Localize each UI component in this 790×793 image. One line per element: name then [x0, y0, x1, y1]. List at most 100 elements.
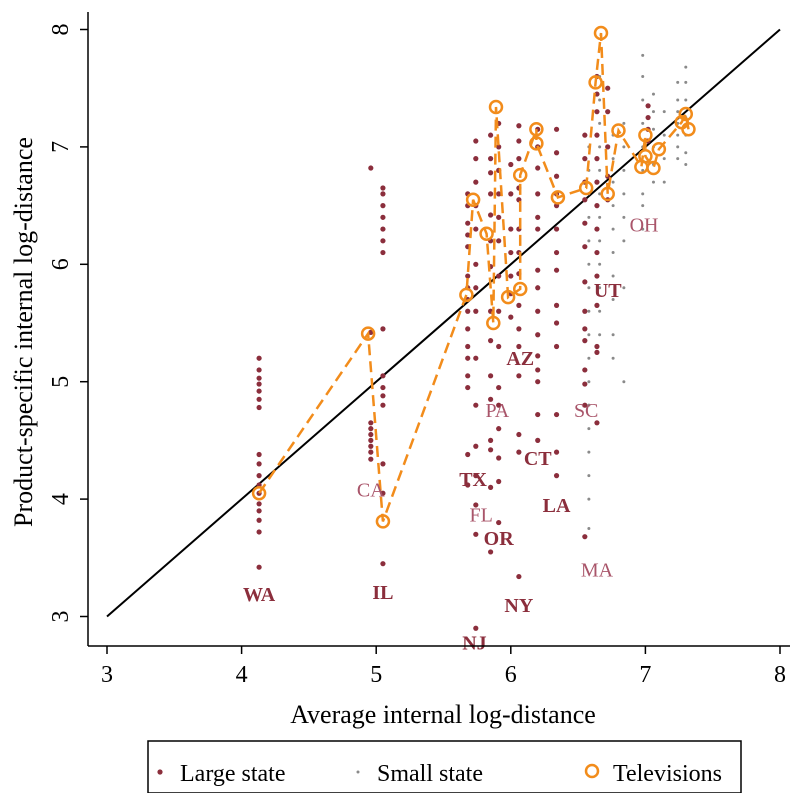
large-state-point: [380, 238, 386, 244]
state-label-tx: TX: [459, 469, 487, 491]
televisions-point: [500, 289, 516, 305]
televisions-point: [360, 326, 376, 341]
plot-background: [88, 12, 790, 646]
legend-small-state-marker: [356, 770, 360, 774]
large-state-point: [582, 156, 588, 162]
large-state-point: [368, 443, 374, 449]
large-state-point: [535, 332, 541, 338]
large-state-point: [516, 123, 522, 129]
large-state-point: [516, 343, 522, 350]
state-label-or: OR: [484, 528, 515, 550]
large-state-point: [256, 564, 262, 570]
large-state-point: [256, 508, 262, 514]
small-state-point: [684, 80, 688, 84]
y-tick-label: 3: [48, 611, 74, 623]
large-state-point: [516, 156, 522, 162]
large-state-point: [256, 529, 262, 535]
small-state-point: [641, 121, 645, 125]
small-state-point: [587, 427, 591, 431]
small-state-point: [651, 127, 655, 131]
small-state-point: [587, 497, 591, 501]
large-state-point: [473, 138, 479, 144]
large-state-point: [368, 329, 374, 335]
small-state-point: [611, 204, 615, 208]
large-state-point: [380, 185, 386, 191]
small-state-point: [622, 239, 626, 243]
small-state-point: [611, 227, 615, 231]
televisions-point: [638, 149, 653, 164]
large-state-point: [368, 449, 374, 455]
large-state-point: [553, 411, 560, 418]
small-state-point: [598, 215, 602, 219]
small-state-point: [598, 121, 602, 125]
large-state-point: [582, 534, 588, 540]
large-state-point: [465, 326, 471, 332]
large-state-point: [380, 393, 386, 399]
state-label-ma: MA: [581, 560, 614, 582]
large-state-point: [256, 388, 262, 394]
small-state-point: [622, 192, 626, 196]
large-state-point: [465, 482, 471, 488]
large-state-point: [508, 314, 514, 320]
large-state-point: [368, 456, 374, 462]
large-state-point: [380, 490, 386, 496]
large-state-point: [256, 355, 262, 361]
large-state-point: [465, 273, 471, 279]
large-state-point: [368, 437, 374, 443]
televisions-point: [512, 167, 528, 183]
small-state-point: [641, 168, 645, 172]
large-state-point: [488, 132, 494, 138]
large-state-point: [496, 402, 502, 408]
large-state-point: [553, 343, 560, 350]
state-label-az: AZ: [506, 348, 534, 370]
large-state-point: [535, 367, 541, 373]
large-state-point: [535, 191, 541, 197]
televisions-point: [681, 122, 696, 137]
small-state-point: [622, 121, 626, 125]
large-state-point: [256, 404, 262, 411]
large-state-point: [380, 203, 386, 209]
large-state-point: [488, 373, 494, 379]
large-state-point: [582, 308, 588, 314]
small-state-point: [611, 356, 615, 360]
small-state-point: [622, 286, 626, 290]
large-state-point: [380, 373, 386, 379]
small-state-point: [641, 98, 645, 102]
large-state-point: [488, 191, 494, 197]
small-state-point: [587, 333, 591, 337]
large-state-point: [380, 461, 386, 467]
large-state-point: [535, 353, 541, 359]
large-state-point: [645, 103, 651, 109]
large-state-point: [516, 573, 522, 580]
small-state-point: [587, 239, 591, 243]
large-state-point: [488, 396, 494, 402]
small-state-point: [611, 157, 615, 161]
large-state-point: [553, 173, 560, 179]
small-state-point: [676, 133, 680, 137]
televisions-point: [588, 75, 603, 90]
small-state-point: [641, 227, 645, 231]
televisions-point: [578, 180, 594, 196]
state-label-sc: SC: [574, 400, 598, 422]
televisions-point: [651, 141, 667, 157]
large-state-point: [473, 625, 479, 631]
x-tick-label: 4: [236, 662, 248, 688]
large-state-point: [368, 165, 374, 171]
small-state-point: [587, 262, 591, 266]
x-tick-label: 3: [101, 662, 113, 688]
large-state-point: [473, 308, 479, 314]
small-state-point: [622, 145, 626, 149]
x-tick-label: 5: [370, 662, 382, 688]
small-state-point: [676, 110, 680, 114]
large-state-point: [256, 367, 262, 373]
small-state-point: [622, 215, 626, 219]
large-state-point: [256, 473, 262, 479]
large-state-point: [594, 109, 600, 115]
large-state-point: [465, 220, 471, 226]
televisions-point: [611, 123, 626, 138]
large-state-point: [645, 114, 651, 121]
large-state-point: [380, 402, 386, 408]
televisions-point: [600, 186, 615, 202]
large-state-point: [516, 302, 522, 308]
